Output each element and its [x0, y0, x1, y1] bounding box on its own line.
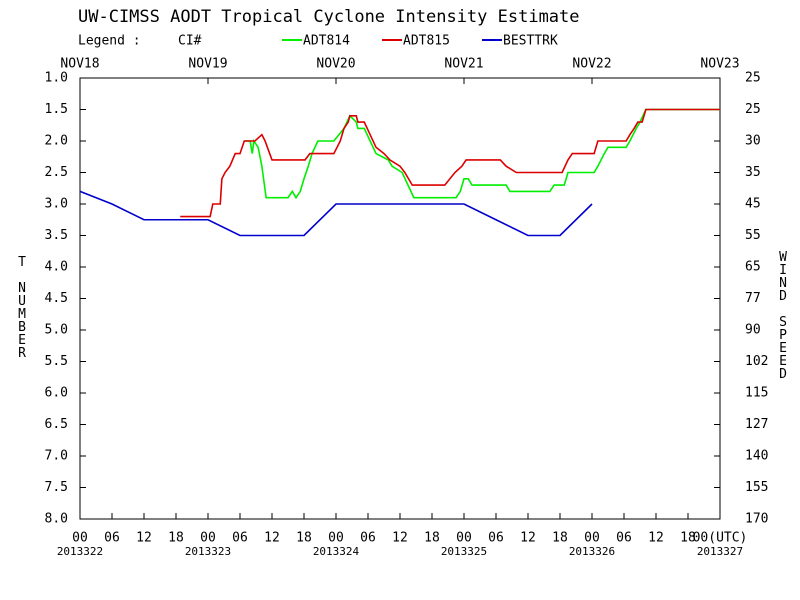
x-tick-label: 00 [328, 531, 344, 546]
y-tick-label: 6.0 [45, 386, 68, 401]
y2-axis-label: WIND SPEED [776, 250, 791, 380]
x-tick-label: 00(UTC) [693, 531, 748, 546]
x-tick-label: 00 [456, 531, 472, 546]
x-top-label: NOV20 [316, 57, 355, 72]
x-date-label: 2013327 [697, 545, 743, 558]
x-top-label: NOV21 [444, 57, 483, 72]
y2-tick-label: 65 [745, 260, 761, 275]
x-tick-label: 06 [616, 531, 632, 546]
y2-tick-label: 155 [745, 480, 768, 495]
x-tick-label: 06 [360, 531, 376, 546]
y-tick-label: 7.0 [45, 449, 68, 464]
y2-tick-label: 127 [745, 417, 768, 432]
y2-tick-label: 140 [745, 449, 768, 464]
x-date-label: 2013325 [441, 545, 487, 558]
y2-tick-label: 102 [745, 354, 768, 369]
y-tick-label: 1.0 [45, 71, 68, 86]
y2-tick-label: 170 [745, 512, 768, 527]
legend-entry: ADT814 [303, 34, 350, 49]
x-top-label: NOV18 [60, 57, 99, 72]
y-tick-label: 3.5 [45, 228, 68, 243]
x-tick-label: 06 [232, 531, 248, 546]
x-tick-label: 00 [200, 531, 216, 546]
x-date-label: 2013322 [57, 545, 103, 558]
y2-tick-label: 115 [745, 386, 768, 401]
y-tick-label: 6.5 [45, 417, 68, 432]
y-tick-label: 7.5 [45, 480, 68, 495]
x-tick-label: 18 [680, 531, 696, 546]
x-tick-label: 12 [264, 531, 280, 546]
y-axis-label: T NUMBER [15, 255, 30, 359]
y2-tick-label: 90 [745, 323, 761, 338]
x-tick-label: 00 [72, 531, 88, 546]
x-top-label: NOV22 [572, 57, 611, 72]
x-tick-label: 12 [136, 531, 152, 546]
y-tick-label: 1.5 [45, 102, 68, 117]
x-top-label: NOV19 [188, 57, 227, 72]
y2-tick-label: 25 [745, 71, 761, 86]
y-tick-label: 4.5 [45, 291, 68, 306]
data-line [244, 108, 720, 200]
x-tick-label: 06 [104, 531, 120, 546]
y2-tick-label: 35 [745, 165, 761, 180]
x-tick-label: 18 [168, 531, 184, 546]
x-date-label: 2013326 [569, 545, 615, 558]
y2-tick-label: 77 [745, 291, 761, 306]
data-line [180, 108, 720, 218]
legend-label: Legend : [78, 34, 141, 49]
x-tick-label: 12 [392, 531, 408, 546]
x-tick-label: 18 [552, 531, 568, 546]
y-tick-label: 5.0 [45, 323, 68, 338]
x-tick-label: 06 [488, 531, 504, 546]
y-tick-label: 4.0 [45, 260, 68, 275]
y2-tick-label: 25 [745, 102, 761, 117]
x-tick-label: 00 [584, 531, 600, 546]
y-tick-label: 5.5 [45, 354, 68, 369]
x-tick-label: 12 [648, 531, 664, 546]
y2-tick-label: 30 [745, 134, 761, 149]
y2-tick-label: 55 [745, 228, 761, 243]
y2-tick-label: 45 [745, 197, 761, 212]
y-tick-label: 2.0 [45, 134, 68, 149]
legend-entry: BESTTRK [503, 34, 558, 49]
y-tick-label: 3.0 [45, 197, 68, 212]
legend-entry: ADT815 [403, 34, 450, 49]
x-tick-label: 18 [296, 531, 312, 546]
x-date-label: 2013324 [313, 545, 360, 558]
y-tick-label: 8.0 [45, 512, 68, 527]
x-date-label: 2013323 [185, 545, 231, 558]
y-tick-label: 2.5 [45, 165, 68, 180]
x-tick-label: 12 [520, 531, 536, 546]
x-top-label: NOV23 [700, 57, 739, 72]
x-tick-label: 18 [424, 531, 440, 546]
chart-title: UW-CIMSS AODT Tropical Cyclone Intensity… [78, 7, 580, 27]
data-line [79, 190, 593, 237]
legend-unit: CI# [178, 34, 202, 49]
